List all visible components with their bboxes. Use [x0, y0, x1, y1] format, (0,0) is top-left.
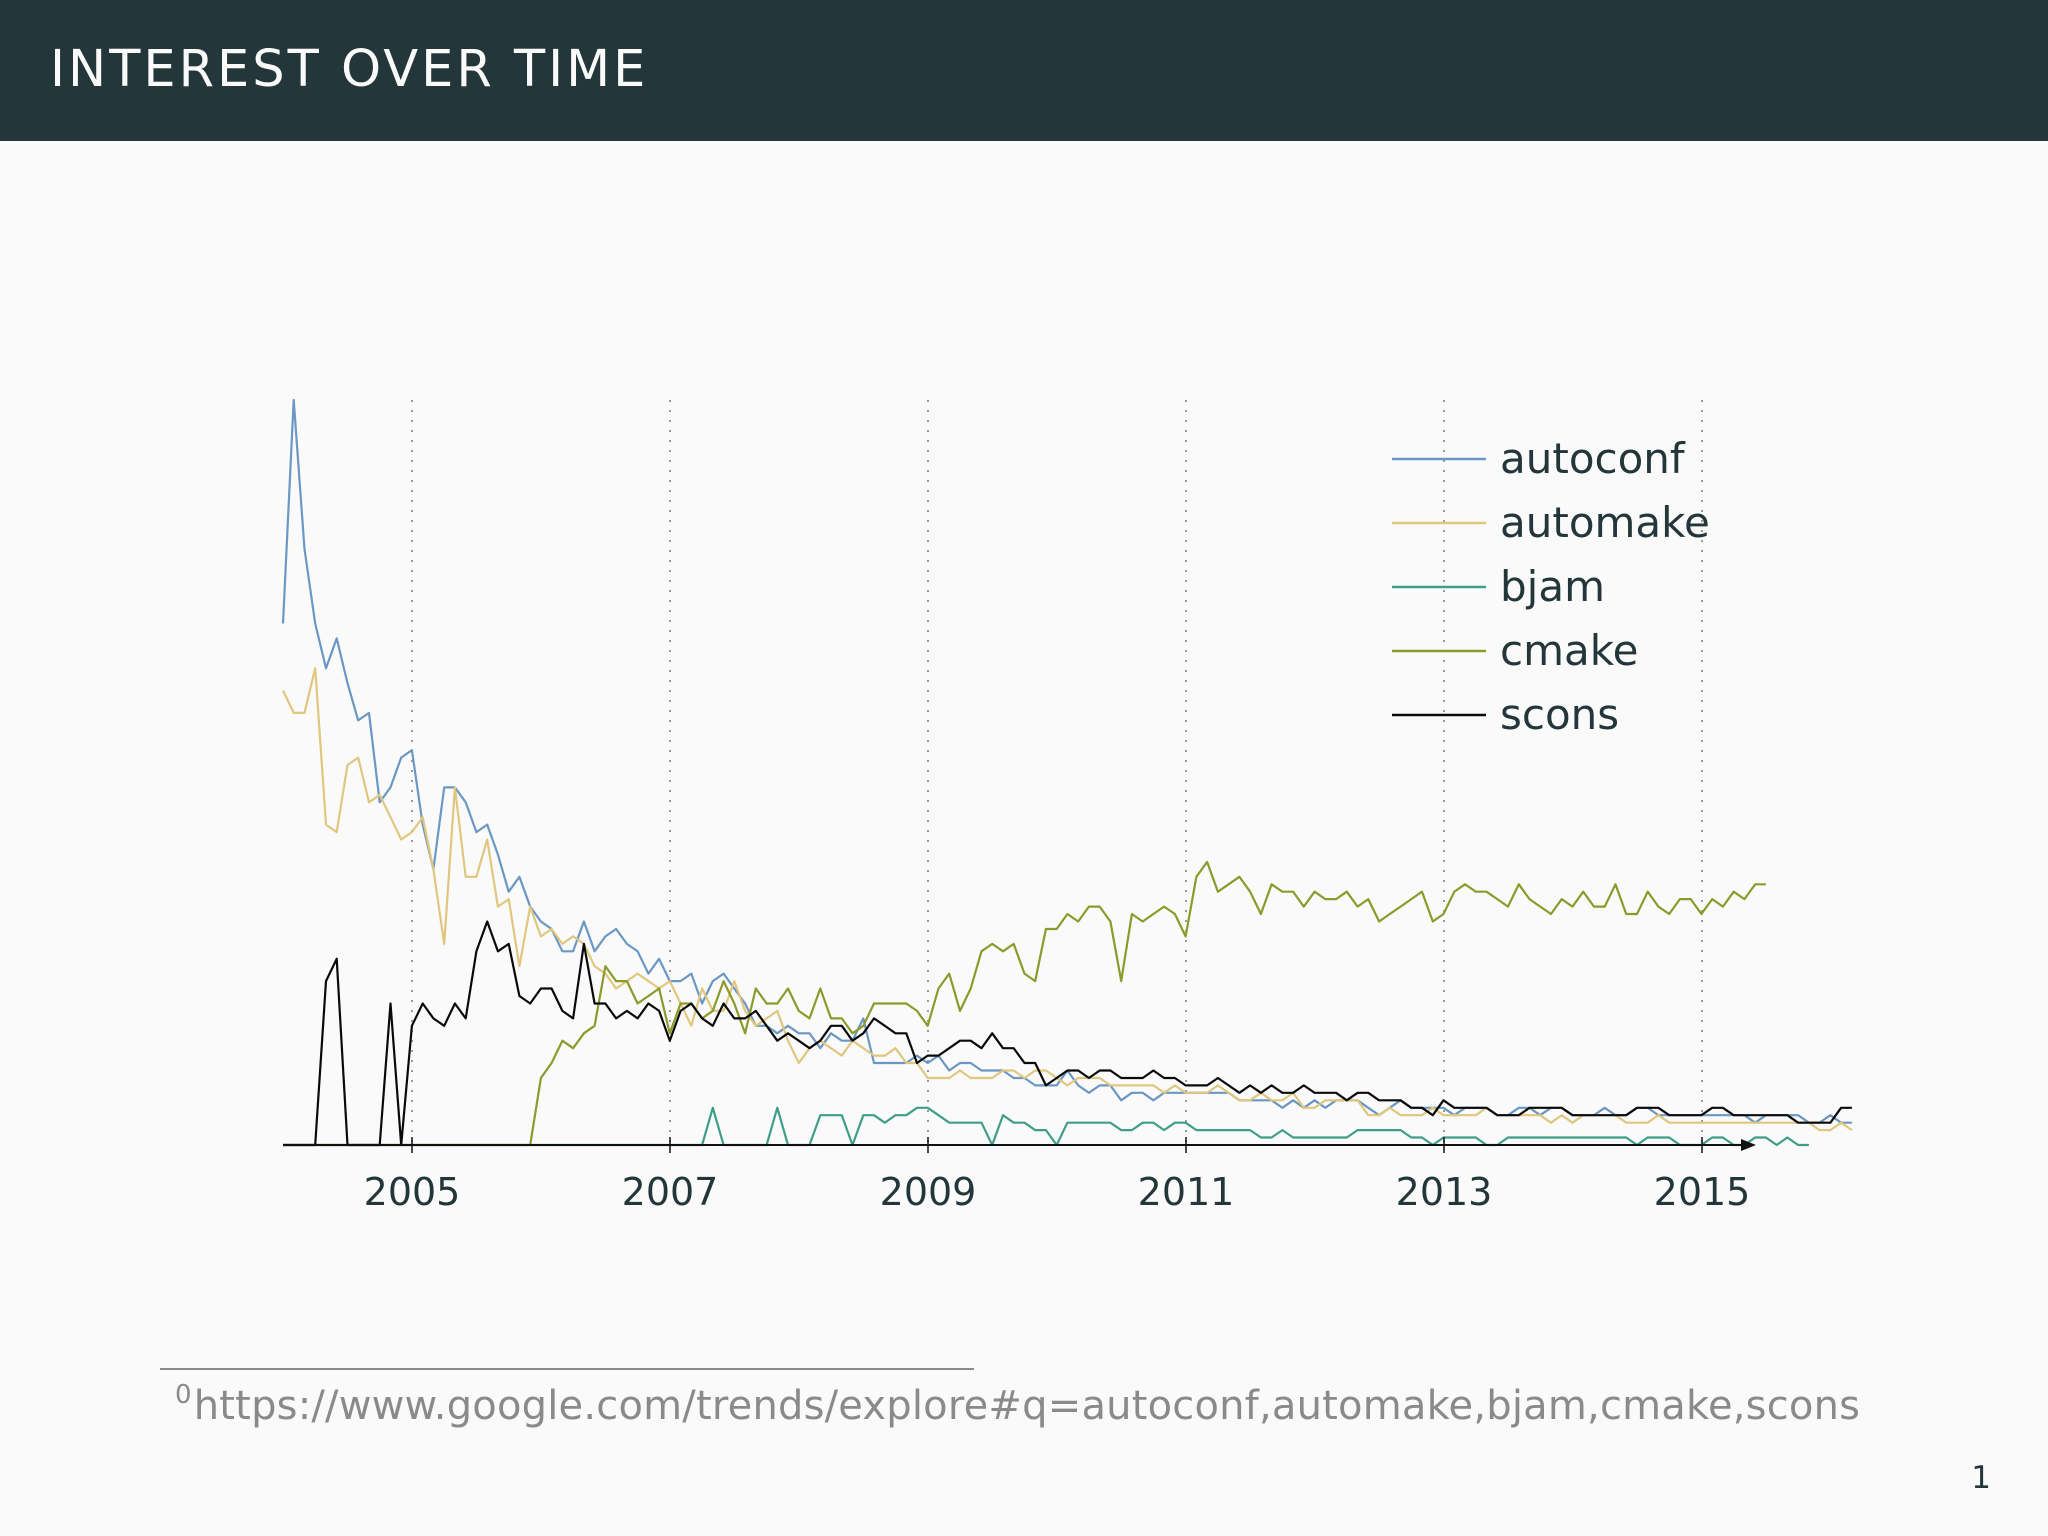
series-line-bjam	[283, 1106, 1809, 1147]
legend-label-automake: automake	[1500, 498, 1710, 547]
x-tick-label: 2007	[622, 1170, 719, 1214]
chart-x-axis	[283, 1139, 1756, 1151]
footnote: 0https://www.google.com/trends/explore#q…	[175, 1380, 1860, 1429]
legend-label-scons: scons	[1500, 690, 1619, 739]
x-tick-label: 2005	[364, 1170, 461, 1214]
footnote-rule	[160, 1368, 974, 1370]
series-line-cmake	[283, 860, 1766, 1147]
x-tick-label: 2013	[1396, 1170, 1493, 1214]
x-tick-label: 2011	[1138, 1170, 1235, 1214]
legend-label-bjam: bjam	[1500, 562, 1605, 611]
x-axis-arrowhead	[1741, 1139, 1756, 1151]
footnote-url[interactable]: https://www.google.com/trends/explore#q=…	[193, 1383, 1861, 1429]
legend-label-autoconf: autoconf	[1500, 434, 1686, 483]
legend-label-cmake: cmake	[1500, 626, 1638, 675]
x-tick-label: 2009	[880, 1170, 977, 1214]
chart-legend: autoconf automake bjam cmake scons	[1392, 434, 1710, 739]
footnote-marker: 0	[175, 1380, 192, 1410]
x-tick-label: 2015	[1654, 1170, 1751, 1214]
series-line-scons	[283, 920, 1852, 1147]
page-number: 1	[1971, 1460, 1991, 1496]
frame-title: INTEREST OVER TIME	[50, 40, 649, 99]
frame-title-bar: INTEREST OVER TIME	[0, 0, 2048, 141]
chart-x-tick-labels: 2005 2007 2009 2011 2013 2015	[364, 1137, 1751, 1214]
